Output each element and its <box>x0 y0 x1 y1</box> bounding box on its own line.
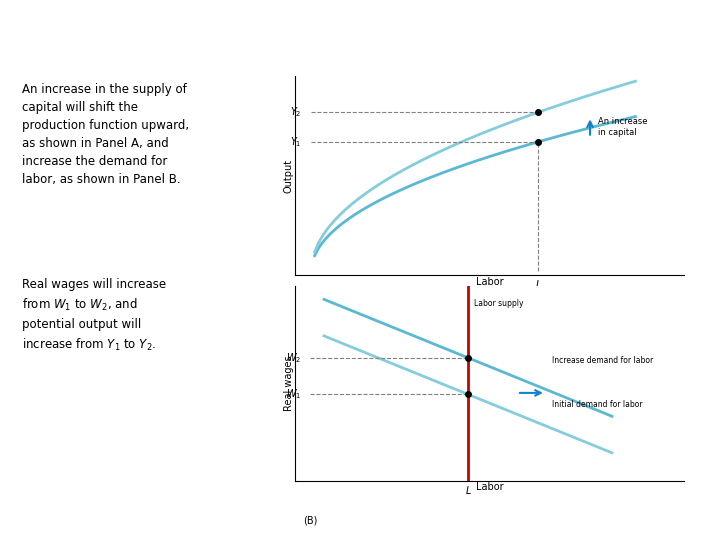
Text: $L$: $L$ <box>464 483 472 496</box>
Text: An increase in the supply of
capital will shift the
production function upward,
: An increase in the supply of capital wil… <box>22 83 189 186</box>
Text: PEARSON: PEARSON <box>594 511 698 531</box>
Text: An increase
in capital: An increase in capital <box>598 117 647 137</box>
Text: (A): (A) <box>303 312 318 321</box>
X-axis label: Labor: Labor <box>476 277 503 287</box>
Y-axis label: Output: Output <box>284 158 294 193</box>
Text: $L$: $L$ <box>535 278 541 290</box>
Text: Initial demand for labor: Initial demand for labor <box>552 400 642 409</box>
Text: Real wages will increase
from $W_1$ to $W_2$, and
potential output will
increase: Real wages will increase from $W_1$ to $… <box>22 278 166 353</box>
Text: Increase demand for labor: Increase demand for labor <box>552 356 653 365</box>
Text: $W_2$: $W_2$ <box>286 351 301 364</box>
Text: (1 of 3): (1 of 3) <box>472 26 537 44</box>
Text: $Y_1$: $Y_1$ <box>290 135 302 148</box>
Text: $W_1$: $W_1$ <box>286 388 301 401</box>
Text: 8.2 CAPITAL DEEPENING: 8.2 CAPITAL DEEPENING <box>22 21 397 49</box>
Text: ▲ FIGURE 8.2   Increase in the Supply of Capital: ▲ FIGURE 8.2 Increase in the Supply of C… <box>269 490 451 500</box>
Text: Labor supply: Labor supply <box>474 299 523 308</box>
Text: $Y_2$: $Y_2$ <box>290 105 302 119</box>
Text: Copyright © 2017, 2015, 2012 Pearson Education, Inc. All Rights Reserved: Copyright © 2017, 2015, 2012 Pearson Edu… <box>22 516 412 526</box>
X-axis label: Labor: Labor <box>476 482 503 492</box>
Text: (B): (B) <box>303 516 318 525</box>
Y-axis label: Real wages: Real wages <box>284 355 294 411</box>
